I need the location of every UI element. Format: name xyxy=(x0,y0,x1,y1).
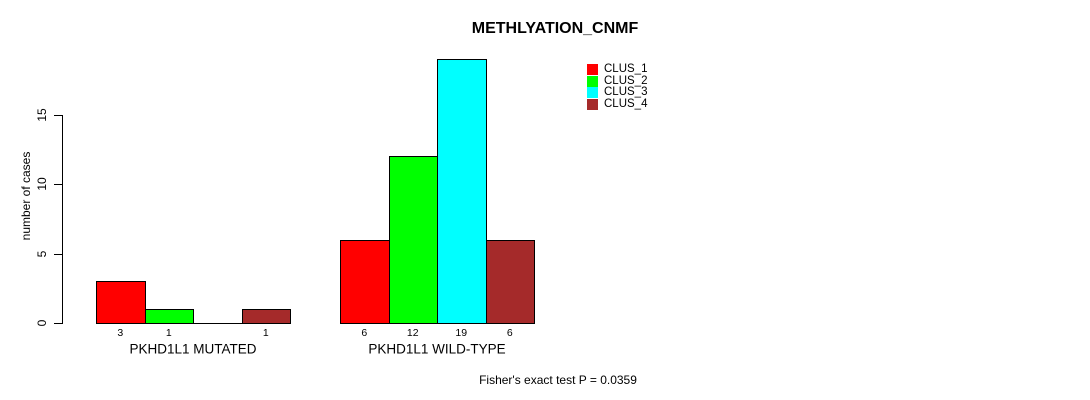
chart-title: METHLYATION_CNMF xyxy=(471,20,639,37)
fisher-test-annotation: Fisher's exact test P = 0.0359 xyxy=(479,373,637,387)
bar-value-label: 1 xyxy=(262,327,269,339)
y-axis-label: number of cases xyxy=(19,151,33,241)
bar-value-label: 6 xyxy=(361,327,368,339)
bar-value-label: 6 xyxy=(506,327,513,339)
legend-item: CLUS_3 xyxy=(587,86,648,98)
bar-clus_4 xyxy=(486,240,535,324)
y-tick-mark xyxy=(54,254,62,255)
bar-value-label: 3 xyxy=(117,327,124,339)
y-tick-label: 5 xyxy=(35,250,49,258)
legend-label: CLUS_3 xyxy=(604,86,648,98)
legend-swatch-clus_2 xyxy=(587,76,598,87)
legend-swatch-clus_1 xyxy=(587,64,598,75)
legend-label: CLUS_2 xyxy=(604,75,648,87)
y-tick-mark xyxy=(54,323,62,324)
category-label: PKHD1L1 WILD-TYPE xyxy=(368,341,506,357)
bar-value-label: 1 xyxy=(165,327,172,339)
legend-item: CLUS_1 xyxy=(587,63,648,75)
y-axis-line xyxy=(62,115,63,324)
bar-clus_3 xyxy=(437,59,487,324)
bar-clus_1 xyxy=(96,281,146,324)
bar-clus_1 xyxy=(340,240,390,324)
legend-swatch-clus_3 xyxy=(587,87,598,98)
y-tick-mark xyxy=(54,115,62,116)
legend-swatch-clus_4 xyxy=(587,99,598,110)
category-label: PKHD1L1 MUTATED xyxy=(129,341,257,357)
bar-clus_2 xyxy=(389,156,438,324)
bar-value-label: 19 xyxy=(455,327,468,339)
bar-value-label: 12 xyxy=(406,327,419,339)
bar-clus_3-zero xyxy=(193,323,243,324)
y-tick-label: 0 xyxy=(35,319,49,327)
y-tick-mark xyxy=(54,184,62,185)
legend-item: CLUS_4 xyxy=(587,98,648,110)
bar-clus_4 xyxy=(242,309,291,324)
legend-item: CLUS_2 xyxy=(587,75,648,87)
legend-label: CLUS_4 xyxy=(604,98,648,110)
legend-label: CLUS_1 xyxy=(604,63,648,75)
bar-clus_2 xyxy=(145,309,194,324)
y-tick-label: 15 xyxy=(35,108,49,122)
y-tick-label: 10 xyxy=(35,177,49,191)
